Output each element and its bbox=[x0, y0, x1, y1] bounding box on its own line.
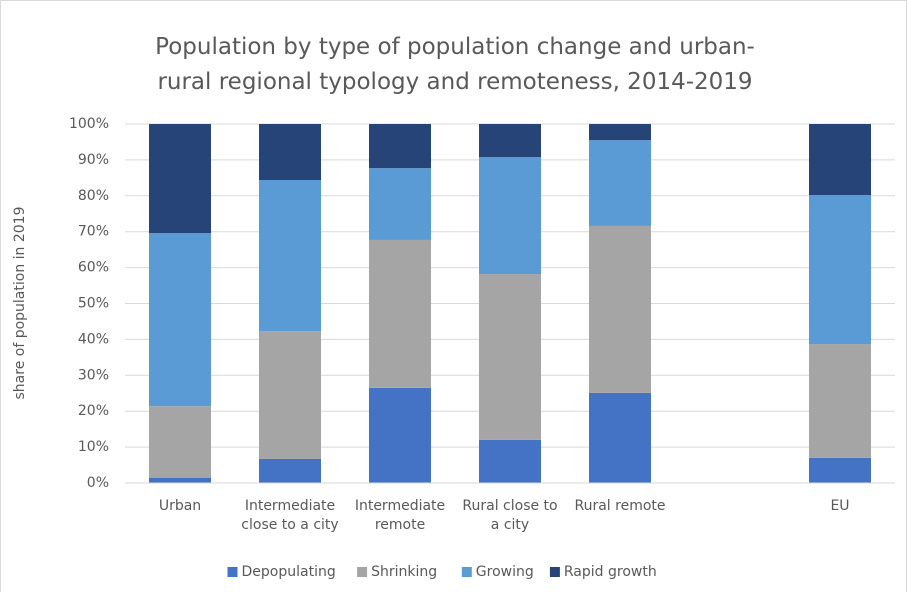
chart-title: Population by type of population change … bbox=[155, 34, 755, 95]
legend-swatch bbox=[357, 567, 368, 577]
x-tick-label: Intermediate close to a city bbox=[241, 498, 339, 533]
bar-segment bbox=[369, 124, 431, 169]
bar-segment bbox=[259, 180, 321, 332]
y-tick-label: 90% bbox=[78, 152, 109, 168]
y-tick-label: 10% bbox=[78, 439, 109, 455]
bar-segment bbox=[589, 124, 651, 141]
x-tick-label: EU bbox=[830, 498, 850, 514]
x-tick-label: Rural remote bbox=[574, 498, 666, 514]
legend-swatch bbox=[227, 567, 238, 577]
y-tick-label: 50% bbox=[78, 296, 109, 312]
y-tick-label: 40% bbox=[78, 331, 109, 347]
bar-segment bbox=[809, 457, 871, 483]
bar-segment bbox=[589, 392, 651, 483]
bar-segment bbox=[479, 157, 541, 275]
y-axis-title: share of population in 2019 bbox=[12, 207, 28, 400]
bar-segment bbox=[149, 233, 211, 407]
legend-swatch bbox=[461, 567, 472, 577]
bar-segment bbox=[259, 124, 321, 181]
legend-swatch bbox=[549, 567, 560, 577]
bar-segment bbox=[149, 477, 211, 483]
y-tick-label: 0% bbox=[87, 475, 109, 491]
x-tick-label: Intermediate remote bbox=[354, 498, 446, 533]
bar-segment bbox=[809, 195, 871, 345]
bar-segment bbox=[369, 387, 431, 483]
legend-label: Depopulating bbox=[242, 564, 336, 580]
bar-segment bbox=[809, 124, 871, 196]
y-tick-label: 70% bbox=[78, 224, 109, 240]
y-tick-label: 60% bbox=[78, 260, 109, 276]
legend-label: Rapid growth bbox=[564, 564, 657, 580]
x-tick-label: Rural close to a city bbox=[462, 498, 558, 533]
y-tick-label: 30% bbox=[78, 367, 109, 383]
y-tick-label: 80% bbox=[78, 188, 109, 204]
bar-segment bbox=[479, 124, 541, 158]
bar-segment bbox=[149, 124, 211, 234]
bar-segment bbox=[479, 439, 541, 483]
bar-segment bbox=[259, 458, 321, 483]
legend-label: Shrinking bbox=[371, 564, 437, 580]
bar-segment bbox=[479, 274, 541, 440]
bar-segment bbox=[369, 168, 431, 240]
y-tick-label: 100% bbox=[69, 116, 109, 132]
bar-segment bbox=[589, 225, 651, 393]
bar-segment bbox=[809, 344, 871, 458]
bar-segment bbox=[589, 140, 651, 226]
bar-segment bbox=[369, 239, 431, 388]
legend-label: Growing bbox=[476, 564, 534, 580]
bar-segment bbox=[149, 406, 211, 478]
y-tick-label: 20% bbox=[78, 403, 109, 419]
bar-segment bbox=[259, 331, 321, 459]
x-tick-label: Urban bbox=[158, 498, 202, 514]
